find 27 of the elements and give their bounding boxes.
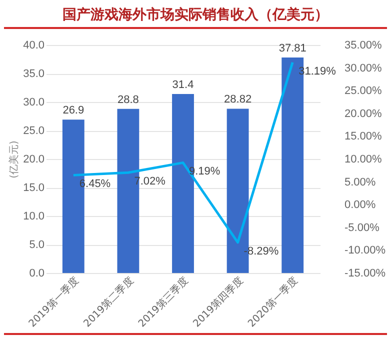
data-label: 37.81 [278,42,306,54]
y2-tick-label: -5.00% [344,222,380,234]
y-tick-label: 30.0 [23,96,44,108]
y2-tick-label: 10.00% [344,154,382,166]
y-tick-label: 40.0 [23,40,44,52]
y2-tick-label: -15.00% [344,268,386,280]
y-tick-label: 15.0 [23,182,44,194]
y-tick-label: 25.0 [23,125,44,137]
y2-tick-label: 30.00% [344,62,382,74]
y2-tick-label: 35.00% [344,40,382,52]
chart-title: 国产游戏海外市场实际销售收入（亿美元） [62,6,330,25]
y2-tick-label: -10.00% [344,244,386,257]
data-label: 26.9 [62,104,84,117]
y-tick-label: 5.0 [29,239,44,251]
y2-tick-label: 15.00% [344,130,382,143]
y2-tick-label: 20.00% [344,108,382,120]
data-label: 28.82 [224,94,252,106]
y-tick-label: 20.0 [23,154,44,166]
data-label: 28.8 [117,94,139,106]
y-tick-label: 35.0 [23,68,44,80]
y-axis-title: (亿美元) [8,140,20,178]
y2-tick-label: 5.00% [344,176,376,188]
y2-tick-label: 0.00% [344,199,376,212]
y-tick-label: 10.0 [23,210,44,222]
y2-tick-label: 25.00% [344,85,382,98]
y-tick-label: 0.0 [29,268,44,280]
data-label: 31.4 [172,79,194,92]
